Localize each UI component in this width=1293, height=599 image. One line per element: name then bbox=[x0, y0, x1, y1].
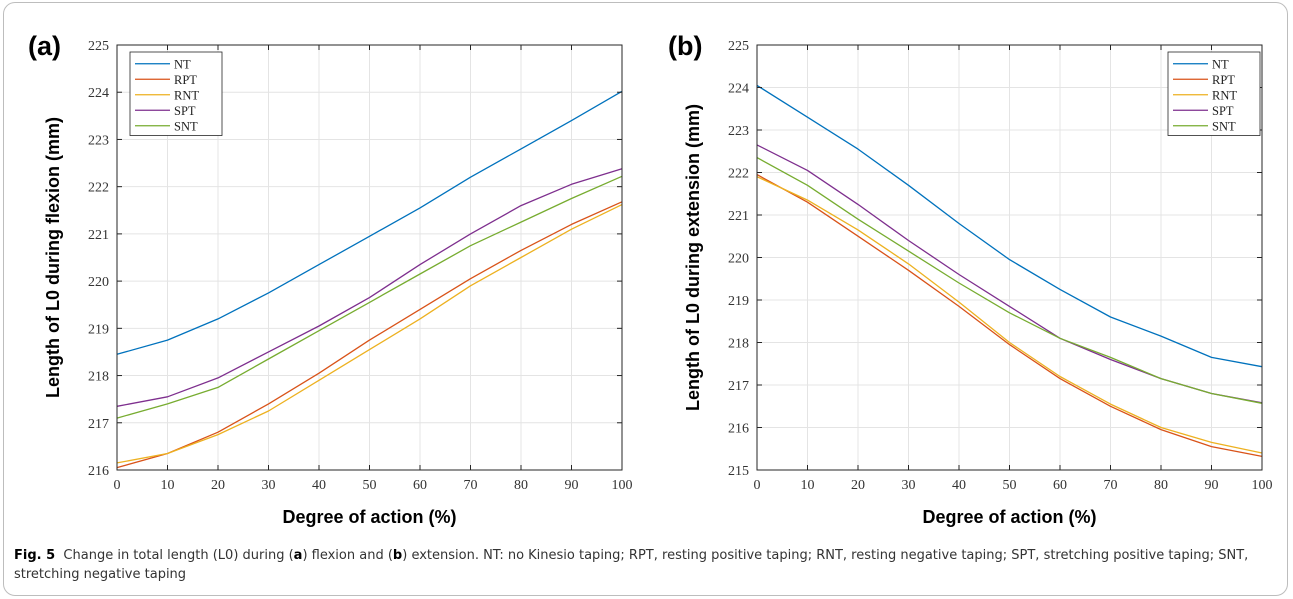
legend-label: RNT bbox=[1212, 88, 1237, 102]
chart-panel-b: 0 10 20 30 40 50 60 70 80 90 100 215 216 217 218 219 220… bbox=[668, 31, 1273, 527]
y-axis-label: Length of L0 during flexion (mm) bbox=[43, 117, 63, 398]
y-tick-label: 225 bbox=[728, 39, 749, 54]
x-tick-label: 90 bbox=[1205, 478, 1219, 493]
series-line-rnt bbox=[756, 176, 1263, 454]
series-line-rpt bbox=[116, 201, 623, 469]
legend-box bbox=[129, 51, 223, 136]
y-tick-label: 218 bbox=[88, 370, 109, 385]
series-line-rpt bbox=[756, 174, 1263, 458]
series-line-nt bbox=[756, 84, 1263, 368]
x-tick-label: 80 bbox=[514, 478, 528, 493]
chart-panel-a: 0 10 20 30 40 50 60 70 80 90 100 216 217 218 219 220 221… bbox=[28, 31, 633, 527]
legend-label: NT bbox=[174, 57, 191, 71]
x-tick-label: 10 bbox=[161, 478, 175, 493]
series-line-spt bbox=[116, 168, 623, 407]
legend-label: SPT bbox=[174, 104, 196, 118]
x-tick-label: 60 bbox=[413, 478, 427, 493]
x-tick-label: 30 bbox=[262, 478, 276, 493]
y-tick-label: 223 bbox=[88, 133, 109, 148]
x-tick-label: 0 bbox=[114, 478, 121, 493]
series-line-snt bbox=[116, 175, 623, 419]
figure-canvas: 0 10 20 30 40 50 60 70 80 90 100216217218219220221… bbox=[28, 31, 1273, 527]
x-tick-label: 60 bbox=[1053, 478, 1067, 493]
legend-label: RPT bbox=[1212, 73, 1235, 87]
x-tick-label: 20 bbox=[851, 478, 865, 493]
y-tick-label: 224 bbox=[88, 86, 109, 101]
x-axis-label: Degree of action (%) bbox=[922, 507, 1096, 527]
y-tick-label: 216 bbox=[88, 464, 109, 479]
x-tick-label: 90 bbox=[565, 478, 579, 493]
y-tick-label: 219 bbox=[88, 322, 109, 337]
x-tick-label: 10 bbox=[801, 478, 815, 493]
y-tick-label: 220 bbox=[88, 275, 109, 290]
y-tick-label: 222 bbox=[728, 167, 749, 182]
caption-label: Fig. 5 bbox=[14, 548, 56, 563]
caption-part: Change in total length (L0) during ( bbox=[63, 548, 294, 563]
panel-label: (b) bbox=[668, 31, 702, 61]
legend-label: SPT bbox=[1212, 104, 1234, 118]
y-tick-label: 219 bbox=[728, 294, 749, 309]
y-tick-label: 224 bbox=[728, 82, 749, 97]
x-tick-label: 0 bbox=[754, 478, 761, 493]
figure-frame bbox=[3, 2, 1288, 596]
x-tick-label: 30 bbox=[902, 478, 916, 493]
series-line-snt bbox=[756, 157, 1263, 404]
legend-box bbox=[1167, 51, 1261, 136]
x-tick-label: 50 bbox=[1003, 478, 1017, 493]
legend-label: SNT bbox=[1212, 119, 1236, 133]
x-tick-label: 80 bbox=[1154, 478, 1168, 493]
caption-part: a bbox=[293, 548, 303, 563]
x-tick-label: 40 bbox=[312, 478, 326, 493]
y-tick-label: 222 bbox=[88, 181, 109, 196]
figure-caption: Fig. 5 Change in total length (L0) durin… bbox=[14, 546, 1274, 584]
caption-part: b bbox=[392, 548, 403, 563]
x-tick-label: 100 bbox=[612, 478, 633, 493]
x-tick-label: 70 bbox=[464, 478, 478, 493]
y-tick-label: 217 bbox=[728, 379, 749, 394]
legend-label: RPT bbox=[174, 73, 197, 87]
y-tick-label: 215 bbox=[728, 464, 749, 479]
y-tick-label: 223 bbox=[728, 124, 749, 139]
x-tick-label: 50 bbox=[363, 478, 377, 493]
y-tick-label: 216 bbox=[728, 422, 749, 437]
y-axis-label: Length of L0 during extension (mm) bbox=[683, 104, 703, 411]
y-tick-label: 220 bbox=[728, 252, 749, 267]
series-line-nt bbox=[116, 90, 623, 355]
y-tick-label: 218 bbox=[728, 337, 749, 352]
x-tick-label: 40 bbox=[952, 478, 966, 493]
series-line-rnt bbox=[116, 204, 623, 464]
caption-part: ) flexion and ( bbox=[302, 548, 393, 563]
x-axis-label: Degree of action (%) bbox=[282, 507, 456, 527]
legend-label: SNT bbox=[174, 119, 198, 133]
caption-part: ) extension. NT: no Kinesio taping; RPT,… bbox=[14, 548, 1249, 582]
x-tick-label: 70 bbox=[1104, 478, 1118, 493]
panel-label: (a) bbox=[28, 31, 61, 61]
caption-text: Change in total length (L0) during (a) f… bbox=[14, 548, 1248, 582]
y-tick-label: 221 bbox=[88, 228, 109, 243]
y-tick-label: 221 bbox=[728, 209, 749, 224]
legend-label: NT bbox=[1212, 57, 1229, 71]
y-tick-label: 225 bbox=[88, 39, 109, 54]
x-tick-label: 20 bbox=[211, 478, 225, 493]
legend-label: RNT bbox=[174, 88, 199, 102]
x-tick-label: 100 bbox=[1252, 478, 1273, 493]
y-tick-label: 217 bbox=[88, 417, 109, 432]
